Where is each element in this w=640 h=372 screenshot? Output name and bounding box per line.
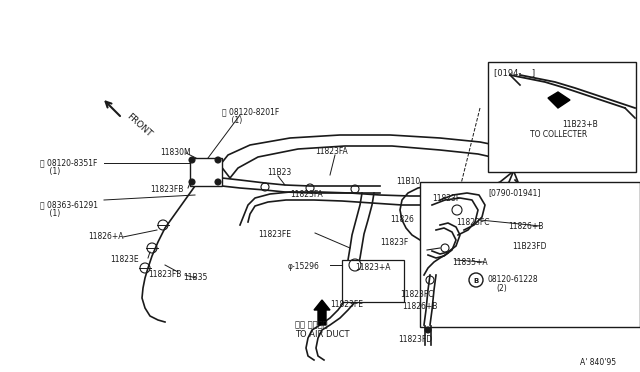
Text: TO AIR DUCT: TO AIR DUCT xyxy=(295,330,349,339)
Circle shape xyxy=(189,179,195,185)
Text: 11826+B: 11826+B xyxy=(508,222,543,231)
Text: 11823F: 11823F xyxy=(432,194,460,203)
Text: 11823FE: 11823FE xyxy=(330,300,363,309)
Text: 11823FC: 11823FC xyxy=(456,218,490,227)
Text: 11823+A: 11823+A xyxy=(355,263,390,272)
Text: 11823FA: 11823FA xyxy=(290,190,323,199)
Text: 11823FE: 11823FE xyxy=(258,230,291,239)
Text: TO COLLECTER: TO COLLECTER xyxy=(530,130,588,139)
Text: B: B xyxy=(473,278,478,284)
Text: FRONT: FRONT xyxy=(125,112,154,139)
Text: φ-15296: φ-15296 xyxy=(288,262,320,271)
Text: 11823FC: 11823FC xyxy=(400,290,433,299)
Text: A' 840'95: A' 840'95 xyxy=(580,358,616,367)
Bar xyxy=(488,62,636,172)
Text: 11826: 11826 xyxy=(390,215,414,224)
Text: 11823FB: 11823FB xyxy=(148,270,181,279)
Text: (1): (1) xyxy=(40,167,60,176)
Circle shape xyxy=(189,157,195,163)
Text: [0790-01941]: [0790-01941] xyxy=(488,188,540,197)
Text: 11B23: 11B23 xyxy=(267,168,291,177)
Text: [0194-    ]: [0194- ] xyxy=(494,68,535,77)
Text: 11B35: 11B35 xyxy=(183,273,207,282)
Text: Ⓑ 08120-8201F: Ⓑ 08120-8201F xyxy=(222,107,279,116)
Text: 11B23+B: 11B23+B xyxy=(562,120,598,129)
Text: 11823E: 11823E xyxy=(110,255,139,264)
Circle shape xyxy=(425,327,431,333)
Text: 11835+A: 11835+A xyxy=(452,258,488,267)
Circle shape xyxy=(215,157,221,163)
Text: Ⓢ 08363-61291: Ⓢ 08363-61291 xyxy=(40,200,98,209)
Text: 11B10: 11B10 xyxy=(396,177,420,186)
Bar xyxy=(342,260,404,302)
Text: 11823FB: 11823FB xyxy=(150,185,184,194)
Text: 08120-61228: 08120-61228 xyxy=(487,275,538,284)
Bar xyxy=(420,182,640,327)
Text: (1): (1) xyxy=(222,116,243,125)
Text: 11826+A: 11826+A xyxy=(88,232,124,241)
Text: 11830M: 11830M xyxy=(160,148,191,157)
Text: 11823F: 11823F xyxy=(380,238,408,247)
Bar xyxy=(190,158,222,186)
Text: 11823FD: 11823FD xyxy=(398,335,432,344)
Text: エア ダクトへ: エア ダクトへ xyxy=(295,320,328,329)
Polygon shape xyxy=(314,300,330,325)
Text: 11B23FD: 11B23FD xyxy=(512,242,547,251)
Polygon shape xyxy=(548,92,570,108)
Text: 11826+B: 11826+B xyxy=(402,302,437,311)
Text: 11823FA: 11823FA xyxy=(315,147,348,156)
Text: (2): (2) xyxy=(496,284,507,293)
Text: Ⓑ 08120-8351F: Ⓑ 08120-8351F xyxy=(40,158,97,167)
Circle shape xyxy=(215,179,221,185)
Text: (1): (1) xyxy=(40,209,60,218)
